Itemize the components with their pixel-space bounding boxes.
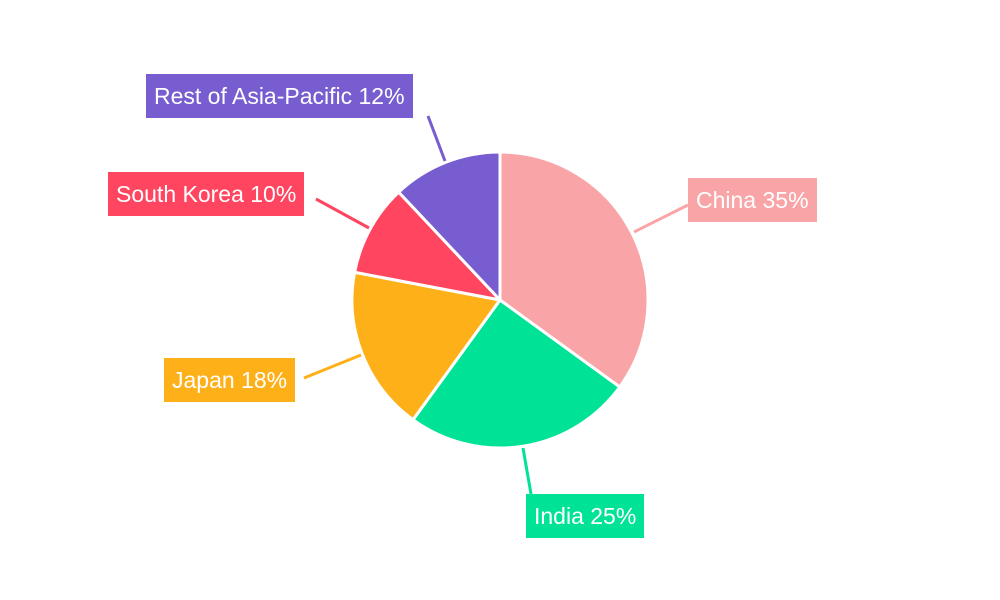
slice-label-japan: Japan 18%	[164, 358, 296, 402]
leader-line-china	[633, 203, 689, 234]
leader-line-japan	[303, 353, 362, 380]
pie-slice-south-korea[interactable]	[353, 190, 502, 302]
pie-slice-rest-of-asia-pacific[interactable]	[397, 150, 502, 302]
slice-label-south-korea: South Korea 10%	[108, 172, 305, 216]
leader-line-south-korea	[315, 197, 370, 230]
slice-label-china: China 35%	[688, 178, 817, 222]
slice-label-india: India 25%	[526, 494, 645, 538]
leader-line-india	[521, 447, 533, 495]
pie-slice-india[interactable]	[411, 298, 622, 450]
leader-line-rest-of-asia-pacific	[426, 115, 447, 162]
pie-slice-china[interactable]	[498, 150, 650, 389]
pie-slice-japan[interactable]	[350, 270, 502, 422]
slice-label-rest-of-asia-pacific: Rest of Asia-Pacific 12%	[146, 74, 413, 118]
